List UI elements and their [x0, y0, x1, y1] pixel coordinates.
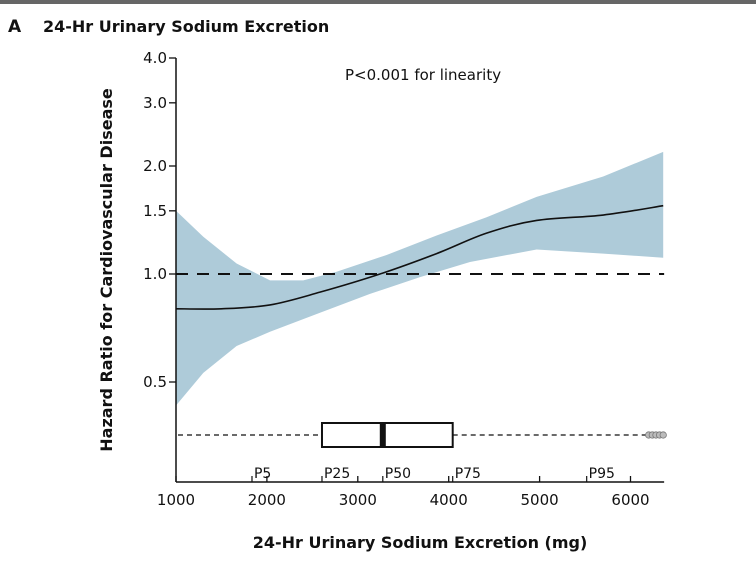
- x-tick-label: 3000: [339, 491, 377, 509]
- x-tick-label: 2000: [248, 491, 286, 509]
- y-axis-label: Hazard Ratio for Cardiovascular Disease: [97, 88, 116, 452]
- boxplot-box: [320, 422, 454, 448]
- p-value-annotation: P<0.001 for linearity: [345, 66, 501, 84]
- boxplot-outlier: [659, 431, 667, 439]
- percentile-label-p5: P5: [254, 466, 271, 482]
- x-tick-label: 4000: [430, 491, 468, 509]
- y-tick-label: 4.0: [143, 49, 167, 67]
- top-border: [0, 0, 756, 4]
- x-tick-label: 1000: [157, 491, 195, 509]
- hazard-ratio-curve: [175, 204, 664, 310]
- y-tick-label: 3.0: [143, 94, 167, 112]
- x-axis-label: 24-Hr Urinary Sodium Excretion (mg): [253, 533, 588, 552]
- chart-title: 24-Hr Urinary Sodium Excretion: [43, 17, 329, 36]
- x-tick-label: 5000: [521, 491, 559, 509]
- x-tick-label: 6000: [611, 491, 649, 509]
- y-tick-label: 2.0: [143, 157, 167, 175]
- panel-letter: A: [8, 17, 22, 37]
- y-tick-label: 1.5: [143, 202, 167, 220]
- y-tick-label: 0.5: [143, 373, 167, 391]
- percentile-label-p50: P50: [385, 466, 411, 482]
- y-tick-label: 1.0: [143, 265, 167, 283]
- percentile-label-p25: P25: [324, 466, 350, 482]
- confidence-band: [176, 151, 664, 406]
- boxplot-median: [379, 423, 386, 447]
- percentile-label-p95: P95: [589, 466, 615, 482]
- percentile-label-p75: P75: [455, 466, 481, 482]
